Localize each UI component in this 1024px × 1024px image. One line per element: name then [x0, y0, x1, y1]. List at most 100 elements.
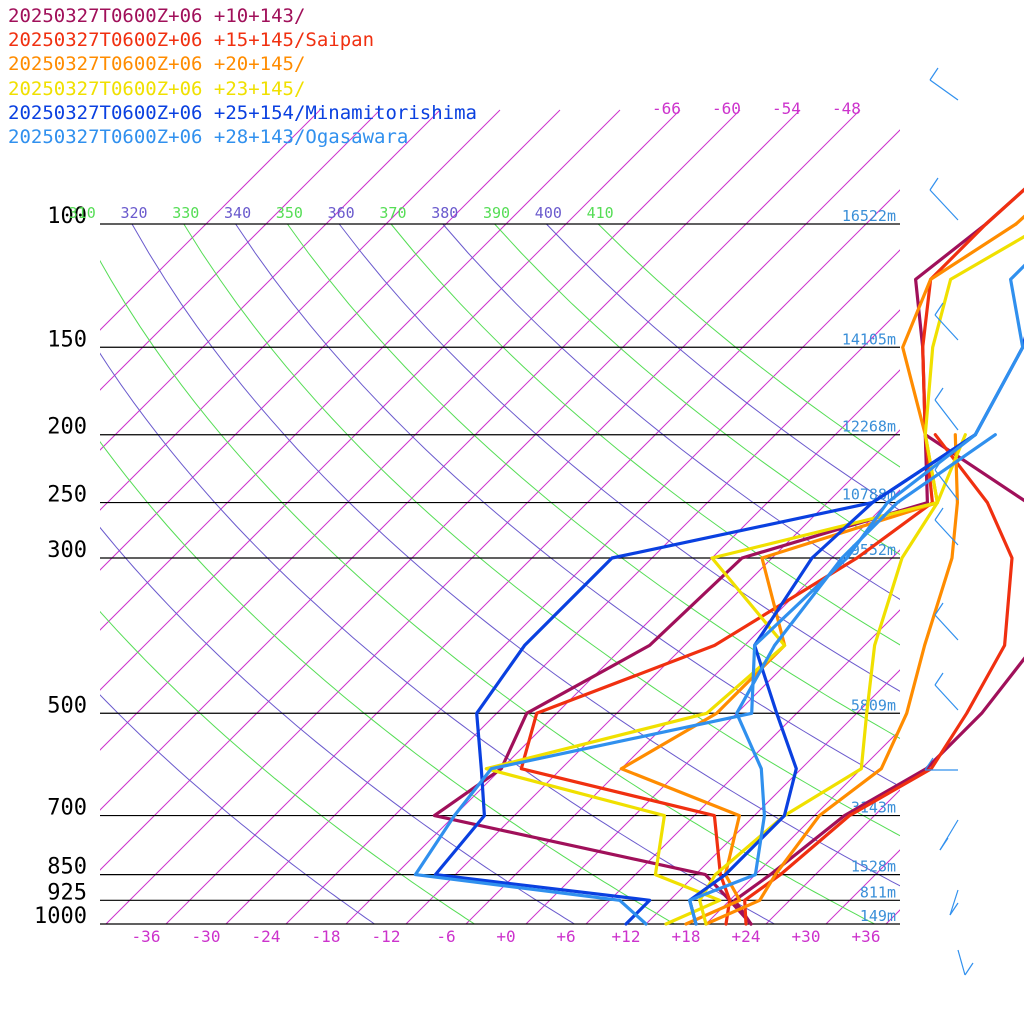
theta-label: 310 [69, 204, 96, 222]
x-tick-label: +30 [792, 927, 821, 946]
pressure-label: 850 [47, 855, 87, 880]
pressure-label: 100 [47, 204, 87, 229]
x-tick-label: -30 [192, 927, 221, 946]
height-label: 811m [860, 883, 896, 901]
theta-label: 400 [535, 204, 562, 222]
temperature-line-upper [984, 187, 1024, 226]
x-tick-label: +36 [852, 927, 881, 946]
isotherm-top-label: -60 [712, 99, 741, 118]
temperature-line [432, 222, 988, 926]
legend-entry: 20250327T0600Z+06 +25+154/Minamitorishim… [8, 101, 477, 124]
pressure-label: 1000 [34, 904, 87, 929]
theta-label: 410 [587, 204, 614, 222]
isotherm-line [100, 109, 681, 691]
isotherm-line [645, 669, 900, 924]
temperature-line-upper [984, 187, 1024, 226]
wind-barb-flag [949, 902, 959, 916]
legend-entry: 20250327T0600Z+06 +20+145/ [8, 53, 306, 76]
pressure-label: 250 [47, 483, 87, 508]
height-label: 12268m [842, 418, 896, 436]
pressure-label: 700 [47, 796, 87, 821]
wind-barb [957, 949, 966, 976]
height-label: 1528m [851, 858, 896, 876]
dry-adiabat-line [494, 223, 900, 556]
wind-barb-flag [929, 177, 939, 191]
pressure-label: 500 [47, 693, 87, 718]
dewpoint-line [688, 433, 997, 926]
wind-barb [934, 614, 959, 641]
temperature-line [484, 234, 1024, 926]
theta-label: 340 [224, 204, 251, 222]
wind-barbs [924, 67, 974, 976]
wind-barb-flag [929, 67, 939, 81]
temperature-line [519, 222, 988, 926]
isotherm-line [405, 429, 900, 924]
height-label: 10788m [842, 486, 896, 504]
wind-barb [934, 684, 959, 711]
isotherm-top-label: -66 [652, 99, 681, 118]
isotherm-line [105, 129, 900, 924]
isotherm-line [465, 489, 900, 924]
wind-barb [934, 469, 959, 501]
isotherm-line [100, 109, 741, 751]
wind-barb-flag [939, 837, 949, 851]
isotherm-line [100, 109, 801, 811]
x-tick-label: -6 [436, 927, 455, 946]
pressure-label: 300 [47, 538, 87, 563]
isotherm-line [585, 609, 900, 924]
wind-barb-flag [934, 672, 944, 686]
temperature-line [433, 336, 1024, 926]
wind-barb [934, 314, 959, 341]
isotherm-top-labels: -66 -60 -54 -48 [652, 99, 861, 118]
theta-label: 380 [431, 204, 458, 222]
isotherm-line [705, 729, 900, 924]
height-label: 3143m [851, 799, 896, 817]
theta-label: 330 [172, 204, 199, 222]
isotherm-line [225, 249, 900, 924]
isotherm-line [165, 189, 900, 924]
theta-label: 390 [483, 204, 510, 222]
dry-adiabat-line [131, 223, 900, 887]
isotherm-line [100, 109, 861, 871]
dewpoint-line [688, 433, 977, 926]
wind-barb [949, 889, 959, 916]
height-label: 149m [860, 907, 896, 925]
legend-entry: 20250327T0600Z+06 +15+145/Saipan [8, 29, 375, 52]
dry-adiabat-grid [100, 223, 900, 924]
isotherm-line [100, 109, 621, 631]
pressure-label: 200 [47, 415, 87, 440]
temperature-line [413, 263, 1024, 926]
isotherm-line [1006, 110, 1024, 924]
dewpoint-line [704, 433, 960, 926]
wind-barb [934, 519, 959, 546]
x-tick-label: +18 [672, 927, 701, 946]
dewpoint-line [733, 433, 1024, 926]
legend-entry: 20250327T0600Z+06 +10+143/ [8, 5, 306, 27]
dry-adiabat-line [390, 223, 900, 646]
height-label: 16522m [842, 207, 896, 225]
theta-label: 360 [328, 204, 355, 222]
dewpoint-line [743, 433, 1014, 926]
theta-label: 320 [120, 204, 147, 222]
isotherm-line [345, 369, 900, 924]
pressure-grid: 100 16522m 150 14105m 200 12268m 250 10788m 300 9… [34, 204, 900, 929]
dry-adiabat-line [546, 223, 900, 512]
legend-entry: 20250327T0600Z+06 +23+145/ [8, 77, 306, 100]
legend: 20250327T0600Z+06 +10+143/20250327T0600Z… [8, 4, 477, 149]
wind-barb-flag [934, 387, 944, 401]
isotherm-line [525, 549, 900, 924]
isotherm-line [285, 309, 900, 924]
pressure-label: 925 [47, 880, 87, 905]
wind-barb [929, 189, 959, 221]
isotherm-line [100, 109, 561, 571]
isotherm-line [100, 109, 381, 391]
pressure-label: 150 [47, 327, 87, 352]
theta-label: 370 [379, 204, 406, 222]
theta-label: 350 [276, 204, 303, 222]
x-tick-label: +6 [556, 927, 575, 946]
isotherm-line [100, 109, 321, 331]
wind-barb-flag [924, 757, 934, 771]
legend-entry: 20250327T0600Z+06 +28+143/Ogasawara [8, 126, 409, 149]
wind-barb-flag [934, 457, 944, 471]
x-tick-label: -18 [312, 927, 341, 946]
